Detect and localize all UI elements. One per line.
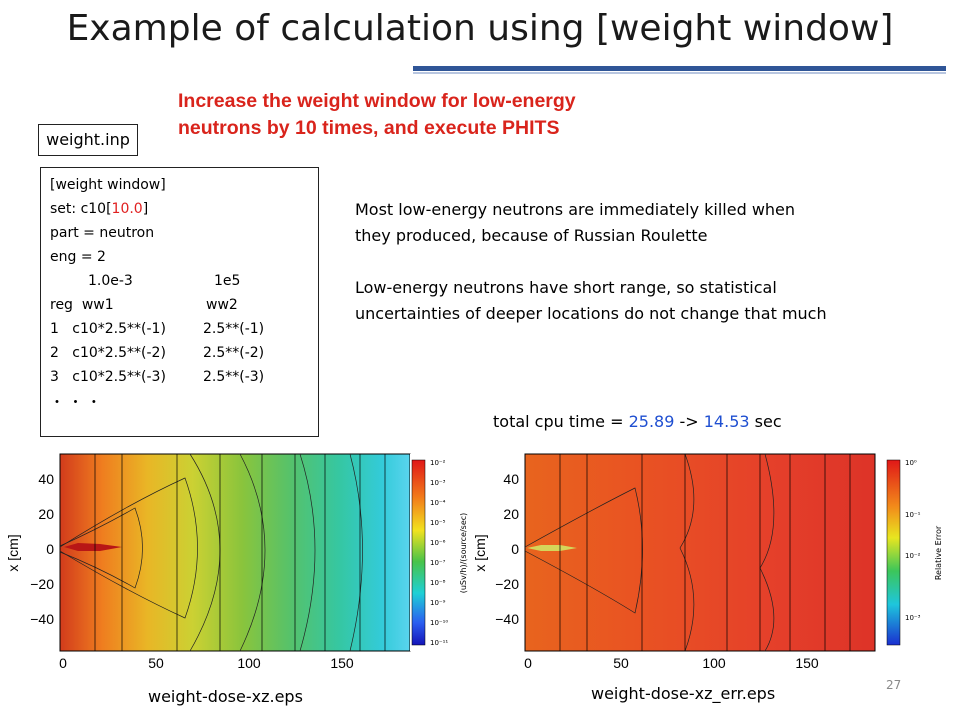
colorbar-tick: 10⁻³ [905, 614, 921, 622]
dose-plot-caption: weight-dose-xz.eps [148, 687, 303, 706]
colorbar-tick: 10⁻⁴ [430, 499, 446, 507]
colorbar-tick: 10⁻⁸ [430, 579, 446, 587]
x-tick: 0 [59, 655, 67, 671]
code-text: ] [142, 201, 149, 217]
error-plot: 10⁰ 10⁻¹ 10⁻² 10⁻³ Relative Error 40 20 … [475, 453, 943, 671]
colorbar-tick: 10⁻¹ [905, 511, 921, 519]
headline-line-1: Increase the weight window for low-energ… [178, 90, 576, 112]
headline: Increase the weight window for low-energ… [178, 88, 576, 142]
dose-map [59, 453, 411, 652]
code-line: set: c10[10.0] [50, 201, 148, 217]
region-boundaries [559, 454, 851, 651]
region-boundaries [94, 454, 386, 651]
headline-line-2: neutrons by 10 times, and execute PHITS [178, 117, 560, 139]
cpu-before: 25.89 [628, 412, 675, 431]
x-tick: 50 [148, 655, 164, 671]
x-ticks: 0 50 100 150 [524, 655, 819, 671]
note-line [355, 249, 827, 275]
y-tick: −20 [30, 576, 54, 592]
y-axis-label: x [cm] [475, 534, 488, 571]
dose-plot: 10⁻² 10⁻³ 10⁻⁴ 10⁻⁵ 10⁻⁶ 10⁻⁷ 10⁻⁸ 10⁻⁹ … [5, 453, 468, 671]
x-tick: 50 [613, 655, 629, 671]
cpu-unit: sec [749, 412, 782, 431]
colorbar-tick: 10⁻¹¹ [430, 639, 448, 647]
cpu-arrow: -> [674, 412, 704, 431]
note-line: Most low-energy neutrons are immediately… [355, 200, 796, 219]
y-tick: 40 [503, 471, 519, 487]
code-line: [weight window] [50, 177, 166, 193]
beam-spot [527, 545, 577, 551]
notes: Most low-energy neutrons are immediately… [355, 197, 827, 327]
code-cell: 1 c10*2.5**(-1) [50, 321, 166, 337]
slide-title: Example of calculation using [weight win… [66, 8, 894, 49]
colorbar-label: (uSv/h)/(source/sec) [459, 513, 468, 594]
y-ticks: 40 20 0 −20 −40 [495, 471, 519, 627]
code-ellipsis: ・ ・ ・ [50, 395, 101, 411]
y-axis-label: x [cm] [5, 534, 21, 571]
colorbar-tick: 10⁻⁵ [430, 519, 446, 527]
y-tick: −40 [30, 611, 54, 627]
x-ticks: 0 50 100 150 [59, 655, 354, 671]
note-line: Low-energy neutrons have short range, so… [355, 278, 777, 297]
code-cell: ww2 [206, 297, 238, 313]
code-highlight: 10.0 [111, 201, 143, 217]
beam-spot [64, 543, 122, 551]
y-tick: 20 [503, 506, 519, 522]
x-tick: 150 [330, 655, 354, 671]
code-text: set: c10[ [50, 201, 112, 217]
code-line: eng = 2 [50, 249, 106, 265]
colorbar-tick: 10⁻³ [430, 479, 446, 487]
cpu-time: total cpu time = 25.89 -> 14.53 sec [493, 412, 782, 431]
x-tick: 100 [702, 655, 726, 671]
error-map [524, 453, 876, 652]
y-tick: −20 [495, 576, 519, 592]
y-tick: 0 [511, 541, 519, 557]
code-cell: 2.5**(-3) [203, 369, 265, 385]
cpu-after: 14.53 [703, 412, 750, 431]
code-cell: 1.0e-3 [88, 273, 133, 289]
code-cell: 1e5 [214, 273, 241, 289]
code-cell: reg ww1 [50, 297, 114, 313]
code-cell: 2.5**(-1) [203, 321, 265, 337]
x-tick: 150 [795, 655, 819, 671]
file-label: weight.inp [38, 124, 138, 156]
colorbar-tick: 10⁻⁹ [430, 599, 446, 607]
y-tick: −40 [495, 611, 519, 627]
code-cell: 2 c10*2.5**(-2) [50, 345, 166, 361]
cpu-prefix: total cpu time = [493, 412, 629, 431]
colorbar-ticks: 10⁻² 10⁻³ 10⁻⁴ 10⁻⁵ 10⁻⁶ 10⁻⁷ 10⁻⁸ 10⁻⁹ … [430, 459, 448, 647]
colorbar-tick: 10⁻² [430, 459, 446, 467]
error-plot-caption: weight-dose-xz_err.eps [591, 684, 776, 703]
colorbar-tick: 10⁻² [905, 552, 921, 560]
x-tick: 100 [237, 655, 261, 671]
code-cell: 2.5**(-2) [203, 345, 265, 361]
colorbar [886, 459, 901, 646]
colorbar-tick: 10⁻¹⁰ [430, 619, 448, 627]
colorbar [411, 459, 426, 646]
colorbar-ticks: 10⁰ 10⁻¹ 10⁻² 10⁻³ [905, 459, 921, 622]
y-tick: 20 [38, 506, 54, 522]
colorbar-tick: 10⁰ [905, 459, 917, 467]
y-tick: 40 [38, 471, 54, 487]
code-box: [weight window] set: c10[10.0] part = ne… [40, 167, 319, 437]
y-tick: 0 [46, 541, 54, 557]
x-tick: 0 [524, 655, 532, 671]
colorbar-tick: 10⁻⁶ [430, 539, 446, 547]
colorbar-tick: 10⁻⁷ [430, 559, 446, 567]
note-line: they produced, because of Russian Roulet… [355, 226, 708, 245]
y-ticks: 40 20 0 −20 −40 [30, 471, 54, 627]
contour-lines [59, 453, 363, 652]
title-underline [413, 66, 946, 71]
title-underline-shadow [413, 72, 946, 74]
code-cell: 3 c10*2.5**(-3) [50, 369, 166, 385]
page-number: 27 [886, 678, 902, 692]
code-line: part = neutron [50, 225, 155, 241]
colorbar-label: Relative Error [934, 525, 943, 580]
note-line: uncertainties of deeper locations do not… [355, 304, 827, 323]
